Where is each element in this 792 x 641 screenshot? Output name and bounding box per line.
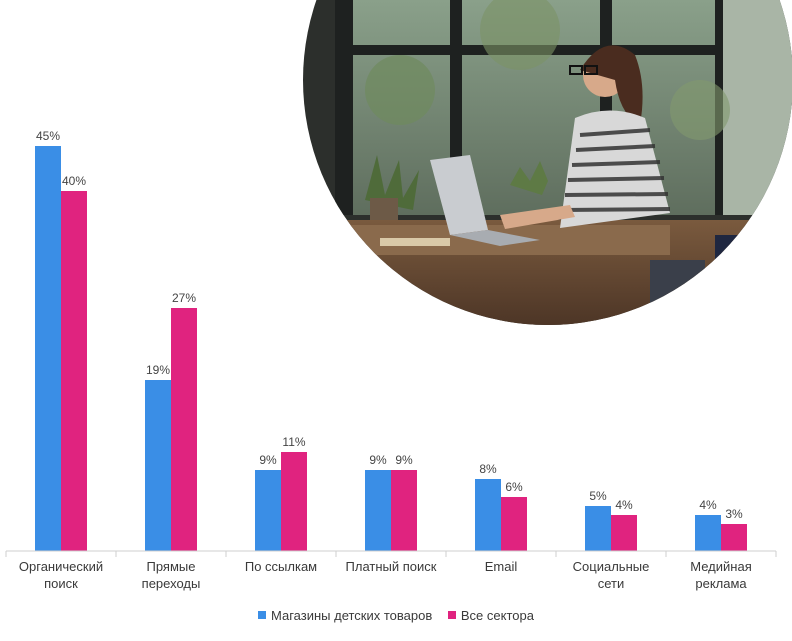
bar-series-1-cat-3 bbox=[255, 470, 281, 551]
bar-series-2-cat-1 bbox=[61, 191, 87, 551]
bar-series-1-cat-6 bbox=[585, 506, 611, 551]
legend-item-series-1: Магазины детских товаров bbox=[258, 608, 432, 623]
bar-series-2-cat-7 bbox=[721, 524, 747, 551]
value-label-series-1-cat-5: 8% bbox=[479, 462, 497, 476]
bar-series-1-cat-4 bbox=[365, 470, 391, 551]
category-label-6: Социальные сети bbox=[573, 559, 650, 591]
value-label-series-2-cat-4: 9% bbox=[395, 453, 413, 467]
bar-series-1-cat-7 bbox=[695, 515, 721, 551]
category-label-3: По ссылкам bbox=[245, 559, 317, 574]
bar-series-2-cat-3 bbox=[281, 452, 307, 551]
value-label-series-1-cat-7: 4% bbox=[699, 498, 717, 512]
legend: Магазины детских товаров Все сектора bbox=[0, 607, 792, 623]
value-label-series-1-cat-2: 19% bbox=[146, 363, 170, 377]
legend-swatch-series-1 bbox=[258, 611, 267, 619]
value-label-series-1-cat-4: 9% bbox=[369, 453, 387, 467]
value-label-series-1-cat-3: 9% bbox=[259, 453, 277, 467]
legend-label-series-1: Магазины детских товаров bbox=[271, 607, 433, 623]
value-label-series-1-cat-1: 45% bbox=[36, 129, 60, 143]
value-label-series-2-cat-3: 11% bbox=[282, 435, 305, 449]
bar-series-1-cat-5 bbox=[475, 479, 501, 551]
legend-swatch-series-2 bbox=[447, 611, 456, 619]
bar-series-2-cat-2 bbox=[171, 308, 197, 551]
category-label-1: Органический поиск bbox=[19, 559, 103, 591]
value-label-series-2-cat-5: 6% bbox=[505, 480, 523, 494]
category-label-4: Платный поиск bbox=[346, 559, 437, 574]
bar-series-1-cat-1 bbox=[35, 146, 61, 551]
category-label-2: Прямые переходы bbox=[142, 559, 201, 591]
bar-series-1-cat-2 bbox=[145, 380, 171, 551]
bar-series-2-cat-4 bbox=[391, 470, 417, 551]
value-label-series-1-cat-6: 5% bbox=[589, 489, 607, 503]
bar-series-2-cat-5 bbox=[501, 497, 527, 551]
category-label-7: Медийная реклама bbox=[690, 559, 751, 591]
category-label-5: Email bbox=[485, 559, 518, 574]
value-label-series-2-cat-6: 4% bbox=[615, 498, 633, 512]
legend-label-series-2: Все сектора bbox=[460, 607, 534, 623]
legend-item-series-2: Все сектора bbox=[447, 607, 534, 623]
bar-series-2-cat-6 bbox=[611, 515, 637, 551]
value-label-series-2-cat-2: 27% bbox=[172, 291, 196, 305]
value-label-series-2-cat-7: 3% bbox=[725, 507, 743, 521]
value-label-series-2-cat-1: 40% bbox=[62, 174, 86, 188]
